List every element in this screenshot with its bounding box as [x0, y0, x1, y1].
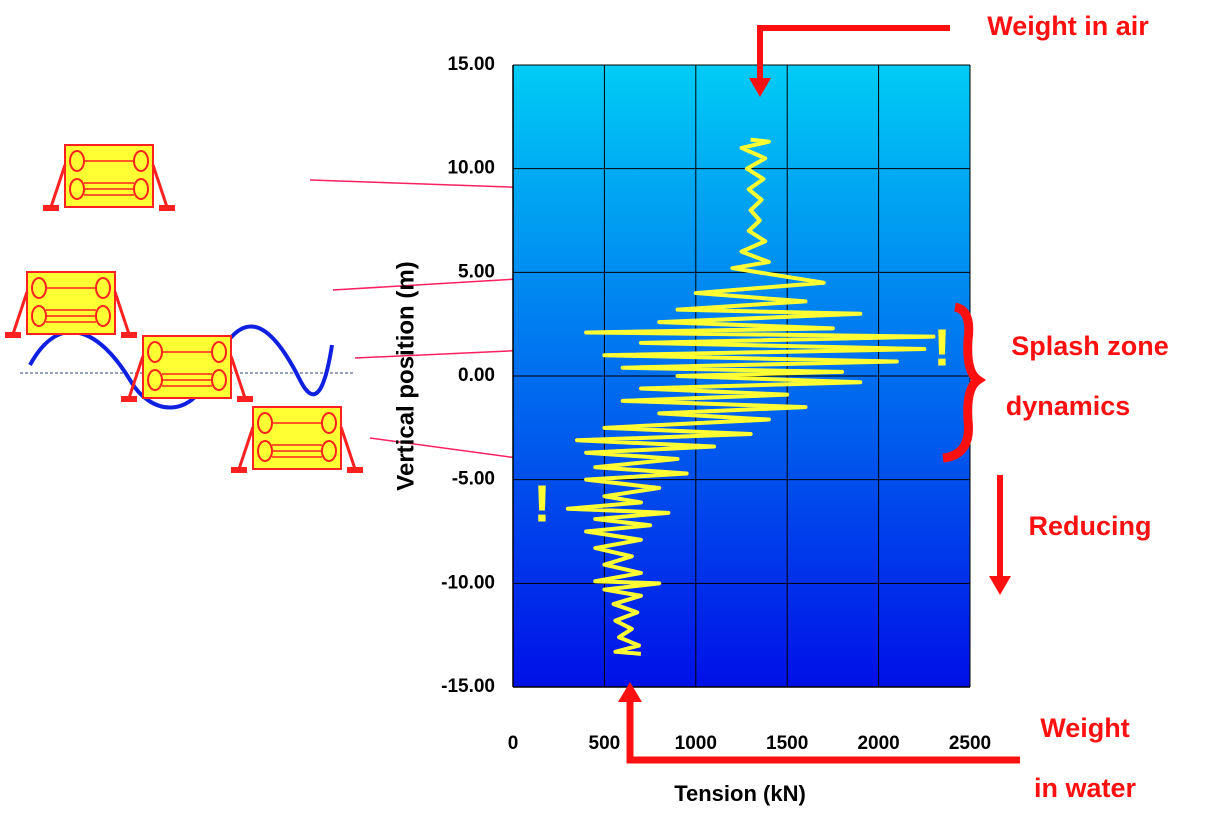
data-line: [565, 137, 936, 656]
y-tick-label: -10.00: [441, 572, 495, 593]
x-tick-label: 1000: [675, 733, 717, 754]
x-tick-label: 0: [508, 733, 519, 754]
x-tick-label: 2500: [949, 733, 991, 754]
y-tick-label: -15.00: [441, 676, 495, 697]
y-tick-label: 0.00: [458, 365, 495, 386]
annotation: in water: [1034, 773, 1137, 803]
annotation-arrows: [618, 25, 1020, 764]
y-tick-label: -5.00: [452, 469, 495, 490]
x-tick-label: 1500: [766, 733, 808, 754]
annotation: Splash zone: [1011, 331, 1169, 361]
x-tick-label: 500: [589, 733, 621, 754]
series: [565, 137, 936, 656]
y-axis-label: Vertical position (m): [392, 261, 419, 490]
annotation: dynamics: [1006, 391, 1131, 421]
y-tick-label: 15.00: [447, 54, 495, 75]
y-tick-label: 5.00: [458, 261, 495, 282]
annotation: !: [533, 476, 550, 534]
annotation: Weight: [1040, 713, 1130, 743]
x-tick-label: 2000: [857, 733, 899, 754]
annotation: !: [933, 320, 950, 378]
x-axis-label: Tension (kN): [674, 781, 806, 806]
annotation: Reducing: [1028, 511, 1151, 541]
annotation: Weight in air: [987, 11, 1149, 41]
y-tick-label: 10.00: [447, 158, 495, 179]
